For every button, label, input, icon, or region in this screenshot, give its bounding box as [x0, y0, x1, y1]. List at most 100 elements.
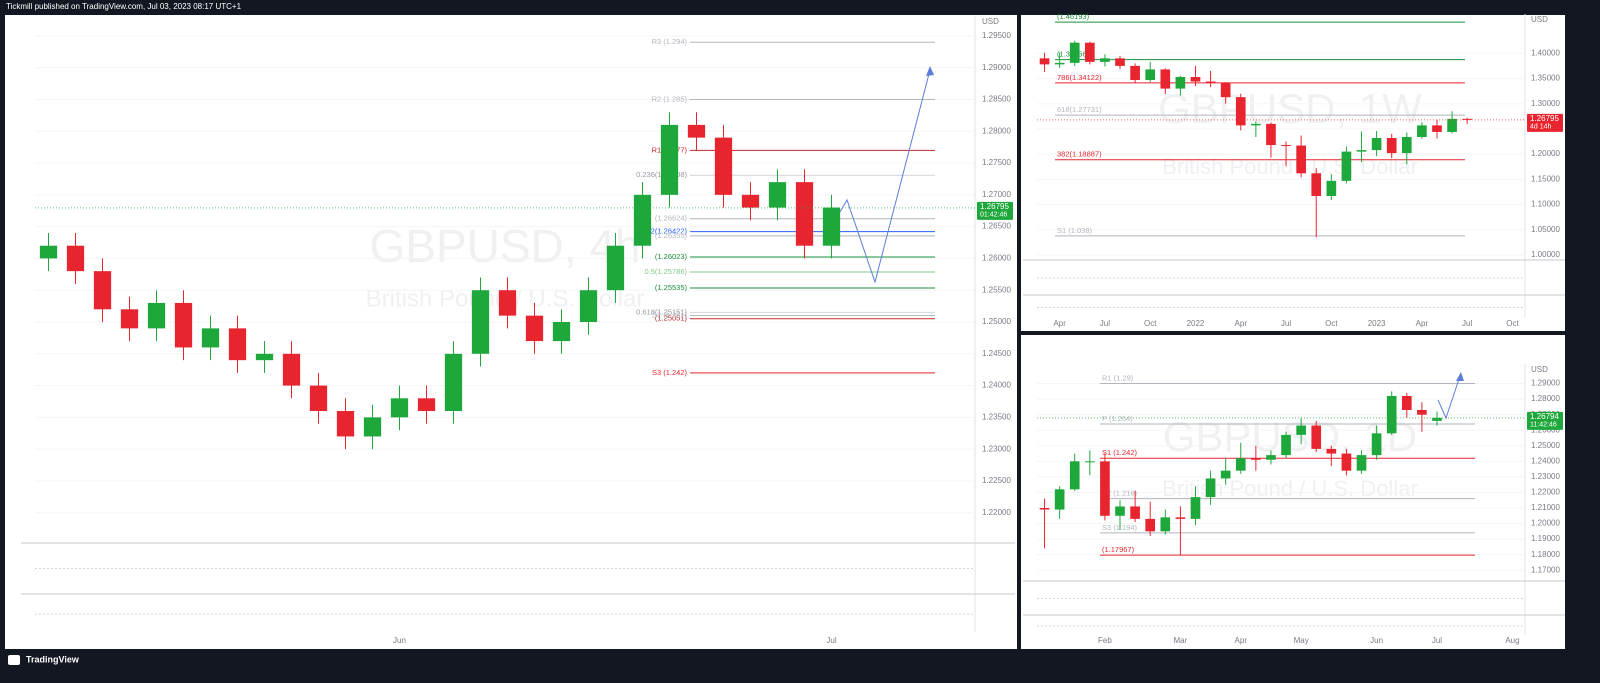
watermark-symbol: GBPUSD, 4h — [370, 220, 641, 272]
candle-body — [390, 398, 409, 418]
candle-body — [1386, 138, 1397, 154]
candle-body — [336, 411, 355, 437]
candle-body — [1100, 58, 1110, 62]
y-tick-label: 1.24000 — [1531, 456, 1560, 465]
candle-body — [1266, 123, 1276, 146]
level-label: (1.26624) — [655, 214, 688, 223]
y-tick-label: 1.19000 — [1531, 534, 1560, 543]
arrow-head — [926, 66, 934, 76]
watermark-name: British Pound / U.S. Dollar — [1162, 154, 1418, 179]
x-tick-label: Oct — [1144, 319, 1157, 328]
projection-arrow — [1437, 375, 1461, 420]
level-label: 382(1.18887) — [1057, 150, 1102, 159]
candle-body — [1190, 76, 1201, 82]
candle-body — [1190, 497, 1201, 519]
candle-body — [1084, 42, 1095, 62]
candle-body — [1432, 125, 1442, 132]
x-tick-label: Apr — [1416, 319, 1429, 328]
candle-body — [174, 302, 193, 348]
currency: USD — [1531, 15, 1548, 24]
candle-body — [1039, 58, 1050, 65]
candle-body — [471, 290, 490, 354]
y-tick-label: 1.26500 — [982, 222, 1011, 231]
y-tick-label: 1.30000 — [1531, 99, 1560, 108]
y-tick-label: 1.29000 — [1531, 379, 1560, 388]
candle-body — [525, 315, 544, 342]
y-tick-label: 1.23500 — [982, 412, 1011, 421]
level-label: 0.382(1.26422) — [636, 227, 687, 236]
currency: USD — [982, 17, 999, 26]
y-tick-label: 1.18000 — [1531, 550, 1560, 559]
x-tick-label: Apr — [1053, 319, 1066, 328]
level-label: (1.25535) — [655, 283, 688, 292]
candle-body — [795, 182, 814, 246]
x-tick-label: Jul — [1281, 319, 1291, 328]
candle-body — [1054, 489, 1065, 510]
candle-body — [363, 417, 382, 437]
candle-body — [1401, 396, 1412, 410]
arrow-head — [1456, 372, 1464, 381]
countdown-label: 4d 14h — [1530, 124, 1552, 131]
candle-body — [1235, 97, 1246, 126]
candle-body — [228, 328, 247, 361]
candle-body — [579, 290, 598, 323]
candle-body — [1341, 151, 1352, 181]
x-tick-label: Jun — [1370, 636, 1383, 645]
candle-body — [1054, 62, 1065, 65]
candle-body — [768, 182, 787, 208]
candle-body — [1115, 506, 1125, 516]
y-tick-label: 1.25500 — [982, 285, 1011, 294]
candle-body — [741, 194, 760, 208]
x-tick-label: Jun — [393, 636, 406, 645]
candle-body — [1220, 83, 1231, 98]
candle-body — [201, 328, 220, 348]
x-tick-label: Jul — [1100, 319, 1110, 328]
last-price-tag — [1527, 113, 1563, 132]
candle-body — [660, 124, 679, 195]
y-tick-label: 1.27500 — [982, 158, 1011, 167]
candle-body — [1175, 76, 1186, 89]
candle-body — [120, 309, 139, 329]
candle-body — [1205, 81, 1216, 84]
candle-body — [687, 124, 706, 138]
x-tick-label: Jul — [1432, 636, 1442, 645]
brand: TradingView — [26, 654, 80, 664]
candle-body — [1100, 461, 1110, 516]
level-label: (1.46193) — [1057, 12, 1090, 21]
candle-body — [1296, 145, 1306, 174]
y-tick-label: 1.22500 — [982, 476, 1011, 485]
candle-body — [444, 353, 463, 412]
candle-body — [1401, 136, 1412, 154]
level-label: R2 (1.285) — [652, 94, 688, 103]
last-price-label: 1.26795 — [980, 202, 1009, 211]
level-label: (1.26355) — [655, 231, 688, 240]
watermark-name: British Pound / U.S. Dollar — [1162, 476, 1418, 501]
y-tick-label: 1.23000 — [1531, 472, 1560, 481]
x-tick-label: Apr — [1235, 319, 1248, 328]
charts: GBPUSD, 4h British Pound / U.S. Dollar USD… — [21, 12, 1565, 645]
y-tick-label: 1.23000 — [982, 444, 1011, 453]
y-tick-label: 1.10000 — [1531, 200, 1560, 209]
x-tick-label: Jul — [826, 636, 836, 645]
y-tick-label: 1.25000 — [1531, 441, 1560, 450]
level-label: R3 (1.294) — [652, 37, 688, 46]
y-tick-label: 1.22000 — [1531, 488, 1560, 497]
candle-body — [1145, 69, 1156, 81]
candle-body — [1145, 518, 1156, 532]
last-price-label: 1.26794 — [1530, 412, 1559, 421]
y-tick-label: 1.29000 — [982, 63, 1011, 72]
x-tick-label: Aug — [1505, 636, 1519, 645]
candle-body — [552, 322, 571, 342]
candle-body — [1281, 434, 1291, 456]
publish-header: Tickmill published on TradingView.com, J… — [6, 2, 242, 11]
x-tick-label: Feb — [1098, 636, 1112, 645]
level-label: 0.5(1.25786) — [644, 267, 687, 276]
y-tick-label: 1.28000 — [982, 126, 1011, 135]
x-tick-label: May — [1294, 636, 1309, 645]
candle-body — [1160, 69, 1171, 89]
level-label: (1.25051) — [655, 314, 688, 323]
y-tick-label: 1.25000 — [982, 317, 1011, 326]
candle-body — [1130, 506, 1140, 519]
y-tick-label: 1.28000 — [1531, 394, 1560, 403]
candle-body — [1205, 478, 1216, 498]
